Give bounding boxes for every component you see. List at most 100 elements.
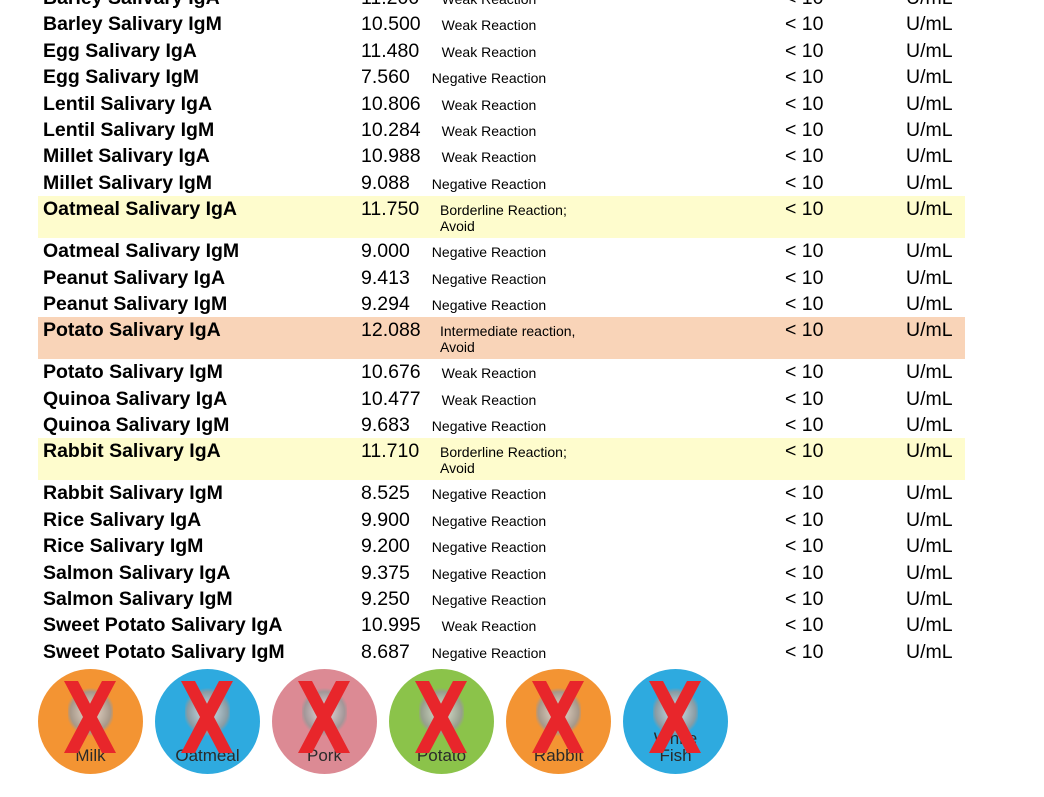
- reaction-line: Weak Reaction: [441, 618, 537, 635]
- reaction-text: Negative Reaction: [410, 645, 568, 661]
- table-row: Barley Salivary IgM 10.500 Weak Reaction…: [0, 11, 1044, 37]
- unit: U/mL: [906, 440, 953, 463]
- reference-range: < 10: [785, 66, 824, 89]
- table-row: Egg Salivary IgM 7.560 Negative Reaction…: [0, 64, 1044, 90]
- test-name: Oatmeal Salivary IgM: [43, 240, 240, 263]
- table-row: Rabbit Salivary IgA 11.710 Borderline Re…: [0, 438, 1044, 481]
- reaction-text: Negative Reaction: [410, 244, 568, 260]
- reaction-line: Weak Reaction: [442, 0, 537, 7]
- test-value: 9.250: [361, 588, 410, 611]
- unit: U/mL: [906, 361, 953, 384]
- unit: U/mL: [906, 240, 953, 263]
- reaction-text: Weak Reaction: [410, 618, 568, 634]
- reaction-line: Avoid: [440, 460, 475, 477]
- avoid-badge-rabbit: Rabbit: [506, 669, 611, 774]
- test-name: Barley Salivary IgM: [43, 13, 222, 36]
- avoid-badge-white-fish: White FishWhiteFish: [623, 669, 728, 774]
- reference-range: < 10: [785, 482, 824, 505]
- test-name: Lentil Salivary IgA: [43, 92, 213, 115]
- test-value: 11.750: [361, 198, 420, 221]
- unit: U/mL: [906, 198, 953, 221]
- reaction-line: Weak Reaction: [441, 365, 537, 382]
- test-value: 10.676: [361, 361, 421, 384]
- reaction-line: Negative Reaction: [431, 418, 547, 435]
- reference-range: < 10: [785, 640, 824, 663]
- unit: U/mL: [906, 319, 953, 342]
- unit: U/mL: [906, 387, 953, 410]
- test-value: 9.294: [361, 292, 410, 315]
- unit: U/mL: [906, 92, 953, 115]
- test-value: 9.000: [361, 240, 410, 263]
- table-row: Potato Salivary IgM 10.676 Weak Reaction…: [0, 359, 1044, 385]
- table-row: Oatmeal Salivary IgM 9.000 Negative Reac…: [0, 238, 1044, 264]
- test-value: 9.088: [361, 171, 410, 194]
- row-highlight: [38, 196, 965, 239]
- reaction-text: Negative Reaction: [410, 486, 568, 502]
- red-x-icon: [181, 681, 233, 753]
- reaction-line: Weak Reaction: [441, 149, 537, 166]
- table-row: Sweet Potato Salivary IgM 8.687 Negative…: [0, 639, 1044, 665]
- table-row: Rabbit Salivary IgM 8.525 Negative React…: [0, 480, 1044, 506]
- test-value: 11.710: [361, 440, 420, 463]
- reaction-line: Intermediate reaction,: [440, 323, 576, 340]
- reaction-line: Weak Reaction: [441, 391, 537, 408]
- reaction-line: Negative Reaction: [431, 592, 547, 609]
- red-x-icon: [532, 681, 584, 753]
- reaction-text: Negative Reaction: [410, 70, 568, 86]
- test-name: Sweet Potato Salivary IgA: [43, 614, 283, 637]
- reference-range: < 10: [785, 508, 824, 531]
- unit: U/mL: [906, 0, 953, 10]
- unit: U/mL: [906, 171, 953, 194]
- unit: U/mL: [906, 66, 953, 89]
- table-row: Peanut Salivary IgM 9.294 Negative React…: [0, 291, 1044, 317]
- reaction-line: Weak Reaction: [441, 43, 537, 60]
- reaction-line: Borderline Reaction;: [440, 202, 567, 219]
- table-row: Sweet Potato Salivary IgA 10.995 Weak Re…: [0, 612, 1044, 638]
- reference-range: < 10: [785, 614, 824, 637]
- row-highlight: [38, 438, 965, 481]
- unit: U/mL: [906, 614, 953, 637]
- reaction-line: Weak Reaction: [441, 17, 537, 34]
- table-row: Millet Salivary IgM 9.088 Negative React…: [0, 170, 1044, 196]
- reaction-line: Negative Reaction: [431, 270, 547, 287]
- reaction-text: Negative Reaction: [410, 271, 568, 287]
- red-x-icon: [649, 681, 701, 753]
- test-value: 11.480: [361, 39, 420, 62]
- avoid-badge-oatmeal: Oatmeal: [155, 669, 260, 774]
- table-row: Rice Salivary IgM 9.200 Negative Reactio…: [0, 533, 1044, 559]
- test-name: Quinoa Salivary IgM: [43, 414, 230, 437]
- reaction-text: Negative Reaction: [410, 566, 568, 582]
- reaction-text: Weak Reaction: [410, 17, 568, 33]
- unit: U/mL: [906, 266, 953, 289]
- unit: U/mL: [906, 482, 953, 505]
- reference-range: < 10: [785, 145, 824, 168]
- test-value: 9.375: [361, 561, 410, 584]
- red-x-icon: [298, 681, 350, 753]
- reaction-line: Avoid: [440, 339, 475, 356]
- test-name: Oatmeal Salivary IgA: [43, 198, 238, 221]
- reaction-text: Borderline Reaction; Avoid: [440, 444, 640, 476]
- test-value: 9.413: [361, 266, 410, 289]
- test-name: Sweet Potato Salivary IgM: [43, 640, 285, 663]
- reaction-text: Weak Reaction: [410, 123, 568, 139]
- test-name: Millet Salivary IgM: [43, 171, 213, 194]
- test-name: Quinoa Salivary IgA: [43, 387, 228, 410]
- test-name: Potato Salivary IgA: [43, 319, 221, 342]
- reference-range: < 10: [785, 198, 824, 221]
- reference-range: < 10: [785, 319, 824, 342]
- reference-range: < 10: [785, 92, 824, 115]
- reaction-text: Weak Reaction: [410, 97, 568, 113]
- badge-label: Pork: [307, 746, 342, 765]
- unit: U/mL: [906, 13, 953, 36]
- reference-range: < 10: [785, 39, 824, 62]
- table-row: Potato Salivary IgA 12.088 Intermediate …: [0, 317, 1044, 360]
- reference-range: < 10: [785, 171, 824, 194]
- unit: U/mL: [906, 292, 953, 315]
- test-name: Rice Salivary IgM: [43, 535, 204, 558]
- reaction-line: Borderline Reaction;: [440, 444, 567, 461]
- avoid-badge-potato: Potato: [389, 669, 494, 774]
- reaction-text: Weak Reaction: [410, 44, 568, 60]
- reference-range: < 10: [785, 240, 824, 263]
- test-name: Egg Salivary IgA: [43, 39, 197, 62]
- table-row: Peanut Salivary IgA 9.413 Negative React…: [0, 265, 1044, 291]
